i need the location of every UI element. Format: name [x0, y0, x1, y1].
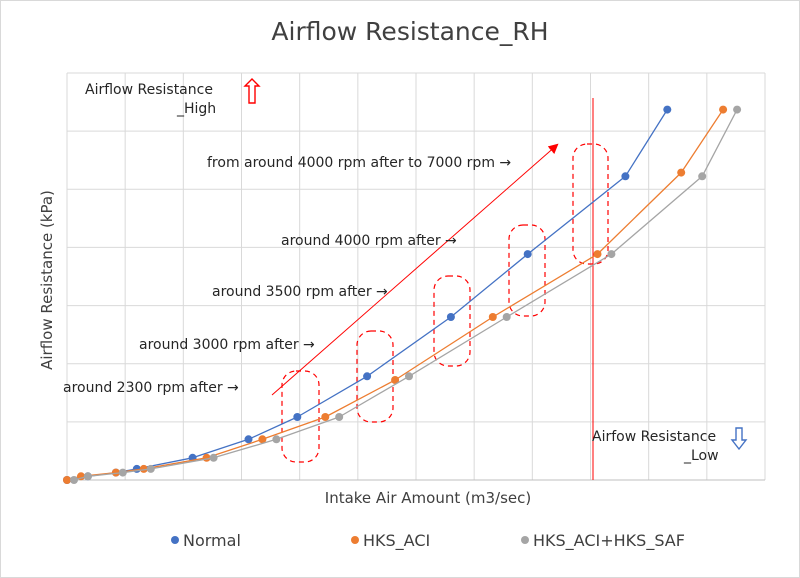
- highlight-7000rpm: [572, 143, 609, 265]
- data-point-hks-aci-hks-saf: [209, 453, 218, 462]
- data-point-hks-aci-hks-saf: [405, 372, 413, 381]
- data-point-hks-aci: [202, 453, 211, 462]
- data-point-normal: [621, 172, 630, 181]
- annotation-low-line1: Airfow Resistance: [592, 429, 716, 445]
- highlight-4000rpm: [508, 224, 546, 317]
- data-point-hks-aci-hks-saf: [272, 435, 281, 444]
- data-point-normal: [244, 435, 253, 444]
- highlight-3000rpm: [356, 330, 394, 423]
- data-point-hks-aci-hks-saf: [607, 250, 616, 259]
- up-arrow-icon: [243, 78, 261, 104]
- annotation-7000rpm: from around 4000 rpm after to 7000 rpm →: [207, 155, 511, 171]
- highlight-3500rpm: [433, 275, 471, 367]
- data-point-hks-aci-hks-saf: [118, 468, 127, 477]
- legend-label-hks-aci: HKS_ACI: [363, 531, 430, 551]
- legend-label-hks-aci-hks-saf: HKS_ACI+HKS_SAF: [533, 531, 685, 551]
- data-point-hks-aci-hks-saf: [335, 413, 344, 421]
- x-axis-label: Intake Air Amount (m3/sec): [325, 489, 531, 507]
- highlight-2300rpm: [281, 370, 320, 463]
- data-point-hks-aci: [593, 250, 602, 259]
- data-point-hks-aci-hks-saf: [146, 464, 155, 473]
- data-point-hks-aci: [139, 464, 148, 473]
- annotation-high-line1: Airflow Resistance: [85, 82, 213, 98]
- y-axis-label: Airflow Resistance (kPa): [38, 190, 56, 370]
- trendline-hks-aci: [66, 109, 724, 481]
- data-point-hks-aci: [391, 376, 400, 384]
- series-layer: [63, 105, 742, 484]
- annotation-high-line2: _High: [176, 101, 216, 117]
- legend-marker-normal: [171, 536, 179, 544]
- annotation-3000rpm: around 3000 rpm after →: [139, 337, 315, 353]
- legend-marker-hks-aci-hks-saf: [521, 536, 529, 544]
- data-point-normal: [293, 413, 302, 421]
- series-hks-aci-hks-saf: [70, 105, 742, 484]
- annotation-4000rpm: around 4000 rpm after →: [281, 233, 457, 249]
- data-point-hks-aci-hks-saf: [83, 472, 92, 481]
- legend-label-normal: Normal: [183, 531, 241, 550]
- data-point-hks-aci-hks-saf: [502, 313, 511, 321]
- data-point-hks-aci: [63, 476, 71, 484]
- down-arrow-icon: [730, 427, 748, 451]
- legend: Normal HKS_ACI HKS_ACI+HKS_SAF: [171, 531, 685, 551]
- trendline-hks-aci-hks-saf: [73, 109, 738, 481]
- data-point-hks-aci: [258, 435, 267, 444]
- data-point-hks-aci: [719, 105, 728, 114]
- chart-title: Airflow Resistance_RH: [271, 17, 548, 46]
- data-point-normal: [523, 250, 532, 259]
- data-point-normal: [663, 105, 672, 114]
- data-point-normal: [363, 372, 372, 381]
- grid-lines: [66, 72, 766, 481]
- data-point-hks-aci: [111, 468, 120, 477]
- trend-arrow: [271, 143, 559, 396]
- data-point-hks-aci-hks-saf: [733, 105, 742, 114]
- data-point-hks-aci: [677, 168, 686, 177]
- annotation-low-line2: _Low: [683, 448, 719, 464]
- data-point-hks-aci: [488, 313, 497, 321]
- annotation-2300rpm: around 2300 rpm after →: [63, 380, 239, 396]
- data-point-hks-aci-hks-saf: [698, 172, 707, 181]
- annotation-3500rpm: around 3500 rpm after →: [212, 284, 388, 300]
- legend-marker-hks-aci: [351, 536, 359, 544]
- data-point-hks-aci-hks-saf: [70, 476, 78, 484]
- data-point-hks-aci: [321, 413, 330, 421]
- data-point-normal: [446, 313, 455, 321]
